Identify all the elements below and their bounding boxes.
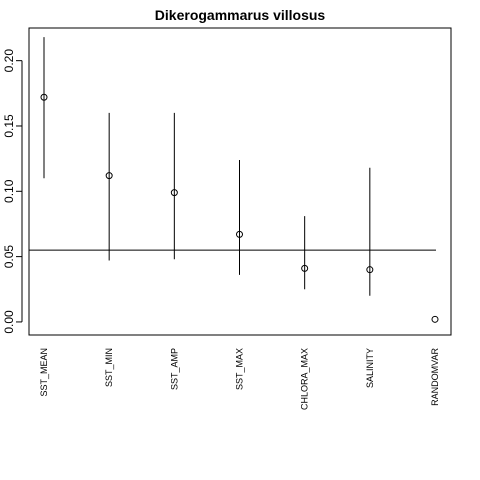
x-tick-label: SALINITY xyxy=(365,348,375,388)
data-point xyxy=(40,93,48,101)
x-tick-label: SST_AMP xyxy=(169,348,179,390)
y-tick-label: 0.05 xyxy=(2,245,16,269)
y-tick-label: 0.00 xyxy=(2,310,16,334)
chart-marks xyxy=(29,37,439,323)
x-tick-label: SST_MEAN xyxy=(39,348,49,397)
data-point xyxy=(366,266,374,274)
data-point xyxy=(431,315,439,323)
x-tick-label: SST_MAX xyxy=(235,348,245,390)
y-tick-label: 0.20 xyxy=(2,49,16,73)
data-point xyxy=(236,230,243,238)
y-tick-label: 0.10 xyxy=(2,179,16,203)
chart-title: Dikerogammarus villosus xyxy=(155,7,326,23)
data-point xyxy=(170,189,178,197)
x-axis: SST_MEAN SST_MIN SST_AMP SST_MAX CHLORA_MAX S… xyxy=(39,348,440,411)
y-tick-label: 0.15 xyxy=(2,114,16,138)
plot-frame xyxy=(28,27,452,336)
data-point xyxy=(301,264,309,272)
y-axis: 0.00 0.05 0.10 0.15 0.20 xyxy=(2,49,23,334)
x-tick-label: SST_MIN xyxy=(104,348,114,387)
x-tick-label: CHLORA_MAX xyxy=(300,348,310,410)
data-point xyxy=(105,172,113,180)
x-tick-label: RANDOMVAR xyxy=(430,348,440,406)
